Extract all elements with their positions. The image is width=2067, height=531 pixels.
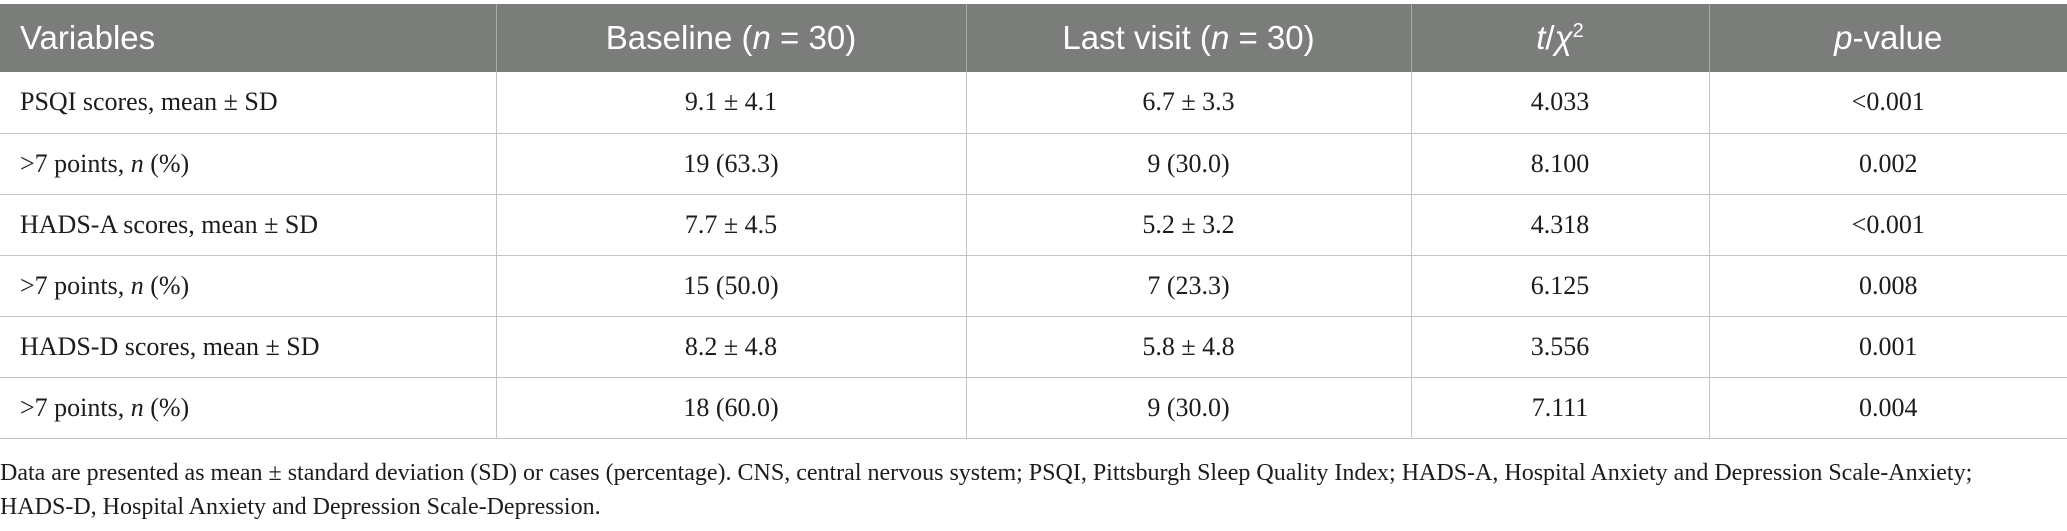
cell-variable: HADS-A scores, mean ± SD: [0, 194, 496, 256]
header-variables: Variables: [20, 19, 156, 56]
cell-test-statistic: 4.318: [1410, 194, 1709, 256]
cell-p-value: 0.004: [1708, 377, 2067, 439]
table-row: >7 points, n (%) 19 (63.3) 9 (30.0) 8.100 0.…: [0, 133, 2067, 195]
header-p-value: p-value: [1708, 4, 2067, 72]
cell-variable: PSQI scores, mean ± SD: [0, 72, 496, 134]
cell-last-visit: 9 (30.0): [965, 377, 1411, 439]
header-test-statistic: t/χ2: [1410, 4, 1709, 72]
table-row: >7 points, n (%) 18 (60.0) 9 (30.0) 7.111 0.…: [0, 377, 2067, 439]
cell-variable: >7 points, n (%): [0, 255, 496, 317]
table-row: >7 points, n (%) 15 (50.0) 7 (23.3) 6.125 0.…: [0, 255, 2067, 317]
cell-p-value: <0.001: [1708, 72, 2067, 134]
cell-p-value: 0.002: [1708, 133, 2067, 195]
cell-test-statistic: 8.100: [1410, 133, 1709, 195]
cell-baseline: 7.7 ± 4.5: [495, 194, 966, 256]
cell-p-value: 0.008: [1708, 255, 2067, 317]
cell-baseline: 15 (50.0): [495, 255, 966, 317]
table-container: Variables Baseline (n = 30) Last visit (…: [0, 4, 2067, 439]
results-table: Variables Baseline (n = 30) Last visit (…: [0, 4, 2067, 439]
cell-last-visit: 6.7 ± 3.3: [965, 72, 1411, 134]
cell-test-statistic: 4.033: [1410, 72, 1709, 134]
cell-p-value: <0.001: [1708, 194, 2067, 256]
header-baseline: Baseline (n = 30): [495, 4, 966, 72]
cell-last-visit: 5.2 ± 3.2: [965, 194, 1411, 256]
header-last-visit: Last visit (n = 30): [965, 4, 1411, 72]
cell-test-statistic: 6.125: [1410, 255, 1709, 317]
cell-last-visit: 7 (23.3): [965, 255, 1411, 317]
table-row: HADS-A scores, mean ± SD 7.7 ± 4.5 5.2 ± 3…: [0, 194, 2067, 256]
header-row: Variables Baseline (n = 30) Last visit (…: [0, 4, 2067, 72]
table-row: HADS-D scores, mean ± SD 8.2 ± 4.8 5.8 ± 4…: [0, 316, 2067, 378]
table-header: Variables Baseline (n = 30) Last visit (…: [0, 4, 2067, 72]
table-body: PSQI scores, mean ± SD 9.1 ± 4.1 6.7 ± 3.3…: [0, 72, 2067, 439]
cell-p-value: 0.001: [1708, 316, 2067, 378]
cell-variable: HADS-D scores, mean ± SD: [0, 316, 496, 378]
cell-baseline: 19 (63.3): [495, 133, 966, 195]
cell-variable: >7 points, n (%): [0, 377, 496, 439]
cell-baseline: 8.2 ± 4.8: [495, 316, 966, 378]
table-footnote: Data are presented as mean ± standard de…: [0, 460, 1973, 520]
table-row: PSQI scores, mean ± SD 9.1 ± 4.1 6.7 ± 3.3…: [0, 72, 2067, 134]
cell-baseline: 9.1 ± 4.1: [495, 72, 966, 134]
cell-test-statistic: 3.556: [1410, 316, 1709, 378]
cell-test-statistic: 7.111: [1410, 377, 1709, 439]
cell-variable: >7 points, n (%): [0, 133, 496, 195]
cell-last-visit: 5.8 ± 4.8: [965, 316, 1411, 378]
cell-last-visit: 9 (30.0): [965, 133, 1411, 195]
cell-baseline: 18 (60.0): [495, 377, 966, 439]
